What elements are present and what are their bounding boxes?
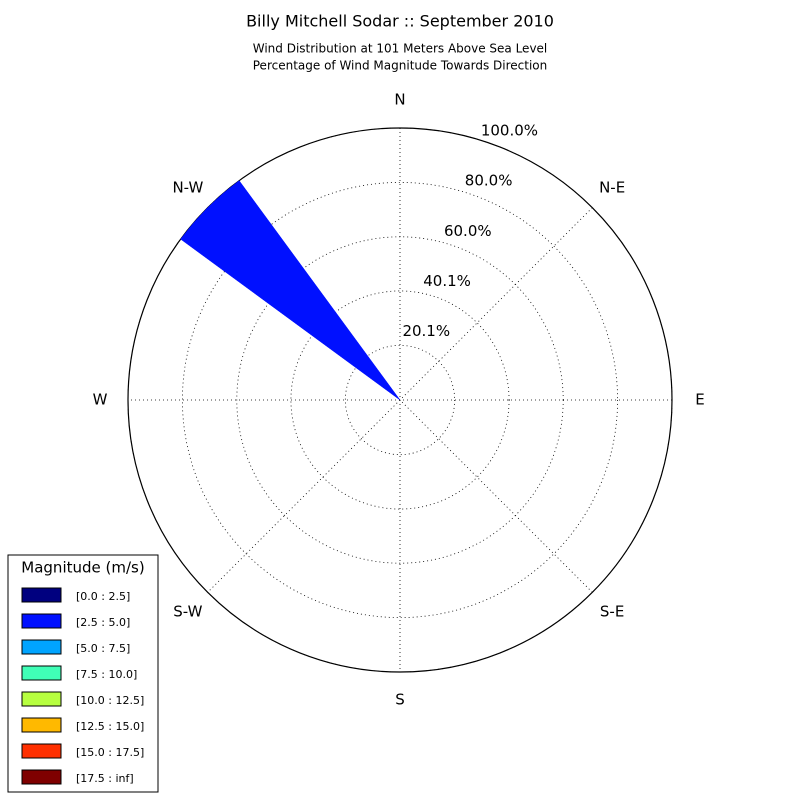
direction-label: W [93,391,108,409]
legend-label: [7.5 : 10.0] [76,668,137,681]
r-tick-label: 80.0% [465,172,513,190]
legend-swatch [21,665,62,681]
direction-label: N-E [599,178,625,196]
legend-swatch [21,717,62,733]
chart-subtitle: Wind Distribution at 101 Meters Above Se… [253,42,548,56]
r-tick-label: 100.0% [481,121,538,139]
grid-ring [181,181,619,619]
chart-title: Billy Mitchell Sodar :: September 2010 [246,12,554,31]
direction-label: N [394,91,405,109]
legend-label: [10.0 : 12.5] [76,694,144,707]
legend-label: [15.0 : 17.5] [76,746,144,759]
r-tick-label: 40.1% [423,272,471,290]
direction-label: S-E [600,603,624,621]
legend-title: Magnitude (m/s) [21,559,144,577]
legend-label: [0.0 : 2.5] [76,590,130,603]
legend-swatch [21,613,62,629]
grid-ring [290,290,510,510]
r-tick-label: 20.1% [402,322,450,340]
legend-swatch [21,769,62,785]
direction-label: S [395,691,405,709]
direction-label: E [695,391,704,409]
legend-swatch [21,587,62,603]
wedge [180,180,401,401]
legend-label: [17.5 : inf] [76,772,134,785]
chart-subtitle: Percentage of Wind Magnitude Towards Dir… [253,59,547,73]
outer-ring [127,127,673,673]
legend-swatch [21,743,62,759]
grid-ring [344,344,456,456]
legend-label: [5.0 : 7.5] [76,642,130,655]
legend-swatch [21,691,62,707]
direction-label: S-W [173,603,202,621]
grid-ring [236,236,564,564]
r-tick-label: 60.0% [444,222,492,240]
legend: Magnitude (m/s) [0.0 : 2.5] [2.5 : 5.0] [5.… [7,554,159,793]
legend-label: [12.5 : 15.0] [76,720,144,733]
direction-label: N-W [172,178,203,196]
legend-swatch [21,639,62,655]
legend-label: [2.5 : 5.0] [76,616,130,629]
